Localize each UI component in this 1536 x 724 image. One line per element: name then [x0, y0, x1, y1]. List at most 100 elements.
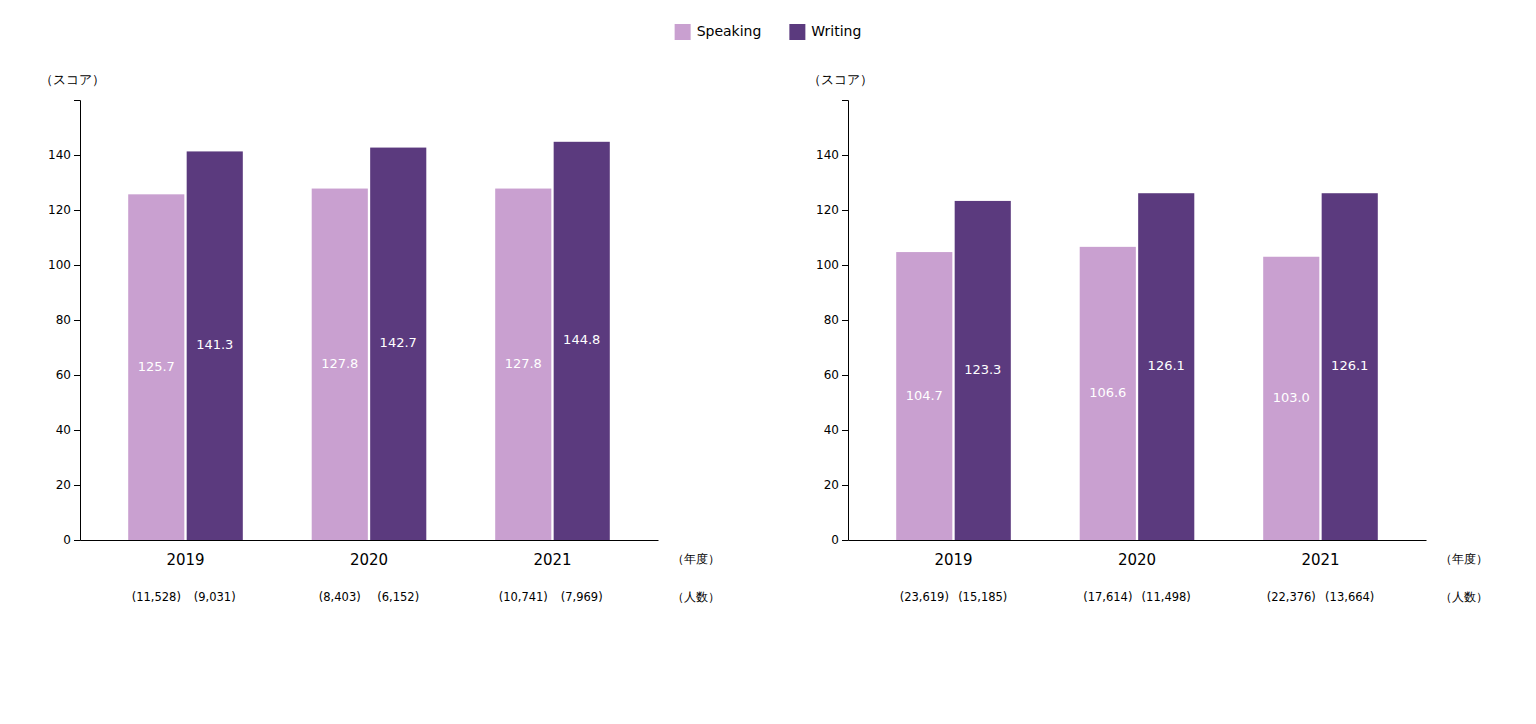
- labels: 125.7 127.8 127.8 141.3 142.7 144.8 (11,528) (8…: [40, 72, 720, 604]
- tick: 140: [816, 148, 848, 162]
- bar: [312, 189, 368, 540]
- tick: 100: [816, 258, 848, 272]
- legend-label: Speaking: [697, 23, 762, 39]
- tick: 20: [56, 478, 80, 492]
- data-label: 142.7: [380, 335, 417, 350]
- annotation: （人数）: [1440, 590, 1488, 604]
- bar: [1138, 193, 1194, 540]
- bar: [370, 148, 426, 540]
- count-label: (10,741): [499, 590, 548, 604]
- tick-mark: [74, 430, 80, 431]
- data-label: 127.8: [505, 356, 542, 371]
- count-label: (23,619): [900, 590, 949, 604]
- data-label: 127.8: [321, 356, 358, 371]
- data-label: 141.3: [196, 337, 233, 352]
- tick: 60: [824, 368, 848, 382]
- data-label: 125.7: [138, 359, 175, 374]
- count-label: (11,528): [132, 590, 181, 604]
- tick-mark: [74, 540, 80, 541]
- tick: 2019: [166, 551, 204, 569]
- tick-label: 2020: [1118, 551, 1156, 569]
- tick: 40: [56, 423, 80, 437]
- tick-mark: [74, 155, 80, 156]
- tick-mark: [842, 375, 848, 376]
- tick: 20: [824, 478, 848, 492]
- tick-label: 20: [56, 478, 71, 492]
- axis-line: [81, 540, 659, 541]
- count-label: (13,664): [1325, 590, 1374, 604]
- panel: 020406080100120140201920202021104.7106.6…: [808, 72, 1488, 604]
- tick-mark: [74, 320, 80, 321]
- data-label: 126.1: [1148, 358, 1185, 373]
- tick: 0: [63, 533, 80, 547]
- tick-mark: [74, 485, 80, 486]
- tick-label: 100: [816, 258, 839, 272]
- tick-mark: [842, 155, 848, 156]
- tick: 120: [48, 203, 80, 217]
- data-label: 104.7: [906, 388, 943, 403]
- tick-label: 100: [48, 258, 71, 272]
- count-label: (9,031): [194, 590, 236, 604]
- tick-label: 140: [816, 148, 839, 162]
- tick-label: 80: [56, 313, 71, 327]
- count-label: (6,152): [377, 590, 419, 604]
- legend: Speaking Writing: [675, 23, 862, 40]
- y-axis: 0 20 40 60 80 100 120 140: [48, 101, 80, 548]
- tick: 80: [824, 313, 848, 327]
- tick: 2019: [934, 551, 972, 569]
- tick-label: 40: [824, 423, 839, 437]
- bar: [1322, 193, 1378, 540]
- data-label: 106.6: [1089, 385, 1126, 400]
- tick-mark: [842, 430, 848, 431]
- count-label: (8,403): [319, 590, 361, 604]
- count-label: (22,376): [1267, 590, 1316, 604]
- tick: 60: [56, 368, 80, 382]
- tick: 2021: [533, 551, 571, 569]
- tick-label: 40: [56, 423, 71, 437]
- tick-mark: [842, 540, 848, 541]
- tick: 100: [48, 258, 80, 272]
- annotation: （人数）: [672, 590, 720, 604]
- tick: 2020: [350, 551, 388, 569]
- bar: [187, 151, 243, 540]
- tick-label: 20: [824, 478, 839, 492]
- tick-label: 2021: [1301, 551, 1339, 569]
- tick-label: 2019: [166, 551, 204, 569]
- chart-canvas: 0 20 40 60 80 100 120 140 2019 2020 2021 125.7 127.8…: [0, 0, 1536, 724]
- tick-mark: [74, 210, 80, 211]
- x-axis: 2019 2020 2021: [81, 541, 659, 569]
- tick-mark: [842, 210, 848, 211]
- data-label: 144.8: [563, 332, 600, 347]
- axis-line: [74, 101, 81, 541]
- legend-item: Speaking: [675, 23, 762, 40]
- legend-swatch: [675, 24, 691, 40]
- bar: [495, 189, 551, 540]
- tick-label: 60: [56, 368, 71, 382]
- tick-label: 2021: [533, 551, 571, 569]
- bar: [955, 201, 1011, 540]
- tick-label: 80: [824, 313, 839, 327]
- legend-swatch: [789, 24, 805, 40]
- data-label: 103.0: [1273, 390, 1310, 405]
- bar: [896, 252, 952, 540]
- legend-label: Writing: [811, 23, 861, 39]
- bars: [896, 193, 1378, 540]
- y-axis: 020406080100120140: [816, 101, 848, 548]
- bar: [128, 194, 184, 540]
- tick-label: 120: [816, 203, 839, 217]
- bars: [128, 142, 610, 540]
- panel: 0 20 40 60 80 100 120 140 2019 2020 2021 125.7 127.8…: [40, 72, 720, 604]
- data-label: 123.3: [964, 362, 1001, 377]
- legend-item: Writing: [789, 23, 861, 40]
- tick-label: 2019: [934, 551, 972, 569]
- count-label: (17,614): [1083, 590, 1132, 604]
- bar: [1080, 247, 1136, 540]
- axis-line: [849, 540, 1427, 541]
- tick-mark: [842, 320, 848, 321]
- count-label: (11,498): [1142, 590, 1191, 604]
- x-axis-title: （年度）: [1440, 552, 1488, 566]
- count-label: (15,185): [958, 590, 1007, 604]
- tick: 140: [48, 148, 80, 162]
- tick-label: 120: [48, 203, 71, 217]
- labels: 104.7106.6103.0123.3126.1126.1(23,619)(1…: [808, 72, 1488, 604]
